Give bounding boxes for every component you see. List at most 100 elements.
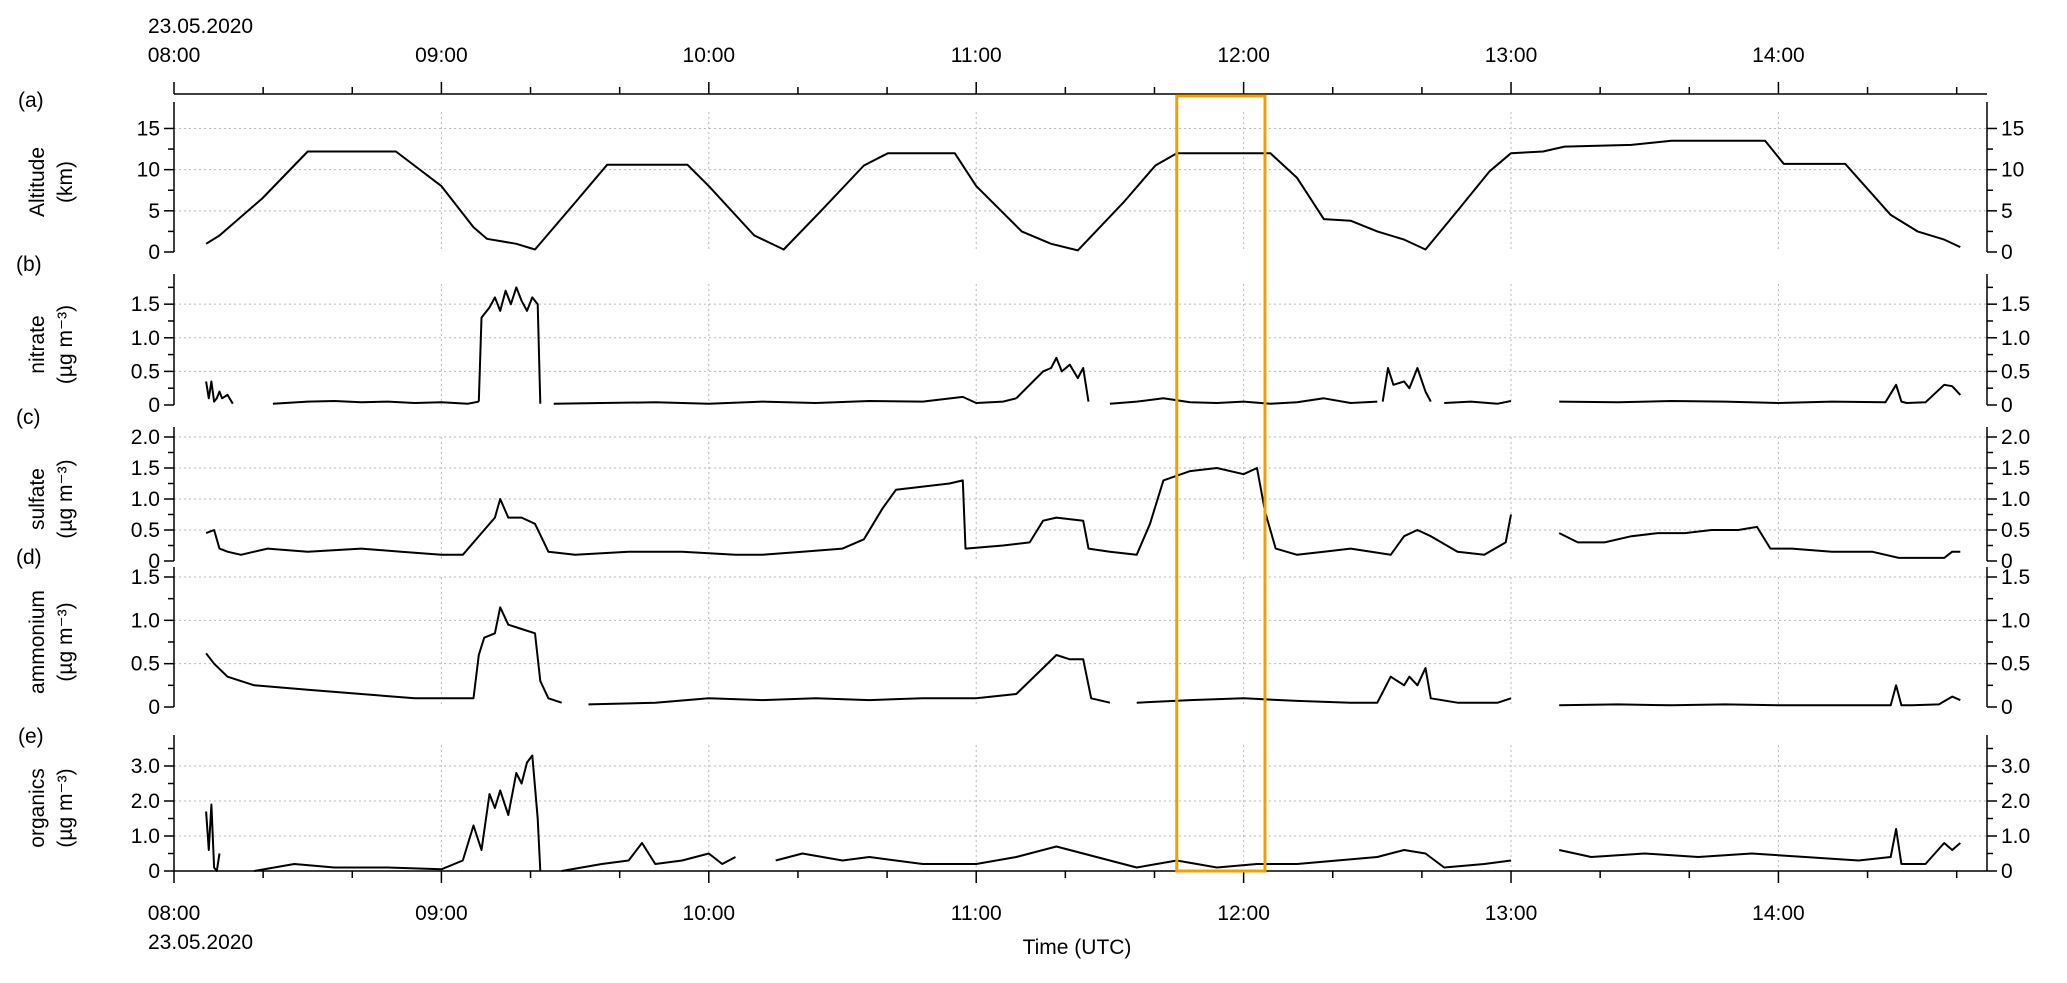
- series-line-nitrate: [272, 400, 479, 405]
- bottom-x-tick-label: 09:00: [415, 902, 468, 925]
- y-axis-title: sulfate: [26, 468, 49, 530]
- right-y-tick-label: 1.5: [2001, 566, 2030, 589]
- bottom-date-label: 23.05.2020: [148, 931, 253, 954]
- left-y-tick-label: 15: [137, 117, 160, 140]
- top-x-tick-label: 13:00: [1485, 44, 1538, 67]
- y-axis-title: Altitude: [26, 147, 49, 217]
- top-x-tick-label: 09:00: [415, 44, 468, 67]
- right-y-tick-label: 1.5: [2001, 457, 2030, 480]
- series-line-sulfate: [205, 467, 1512, 556]
- series-line-Altitude: [205, 139, 1961, 252]
- highlight-layer: [1175, 94, 1267, 873]
- series-line-sulfate: [1558, 525, 1961, 559]
- series-line-organics: [561, 842, 736, 872]
- bottom-x-tick-label: 10:00: [683, 902, 736, 925]
- top-date-label: 23.05.2020: [148, 15, 253, 38]
- bottom-x-tick-label: 08:00: [148, 902, 201, 925]
- left-y-tick-label: 1.5: [131, 457, 160, 480]
- top-x-tick-label: 11:00: [951, 44, 1002, 67]
- right-y-tick-label: 0.5: [2001, 653, 2030, 676]
- highlight-box: [1175, 94, 1267, 873]
- bottom-x-tick-label: 11:00: [951, 902, 1002, 925]
- series-line-nitrate: [1444, 400, 1512, 405]
- series-line-nitrate: [553, 395, 1017, 405]
- series-line-nitrate: [1015, 356, 1090, 402]
- x-axis-title: Time (UTC): [1023, 936, 1132, 959]
- left-y-tick-label: 0: [148, 241, 160, 264]
- left-y-tick-label: 0: [148, 550, 160, 573]
- left-y-tick-label: 2.0: [131, 790, 160, 813]
- right-y-tick-label: 10: [2001, 159, 2024, 182]
- axes-layer: [164, 82, 1997, 883]
- y-axis-unit: (µg m⁻³): [54, 459, 77, 538]
- series-line-organics: [205, 803, 221, 872]
- series-line-ammonium: [1559, 684, 1961, 707]
- series-line-organics: [1558, 828, 1961, 865]
- left-y-tick-label: 0: [148, 860, 160, 883]
- left-y-tick-label: 0.5: [131, 360, 160, 383]
- series-line-organics: [775, 845, 1512, 869]
- left-y-tick-label: 3.0: [131, 755, 160, 778]
- left-y-tick-label: 5: [148, 200, 160, 223]
- right-y-tick-label: 0: [2001, 696, 2013, 719]
- series-line-nitrate: [1109, 397, 1378, 405]
- bottom-x-tick-label: 14:00: [1752, 902, 1805, 925]
- right-y-tick-label: 2.0: [2001, 790, 2030, 813]
- right-y-tick-label: 1.0: [2001, 609, 2030, 632]
- right-y-tick-label: 0: [2001, 241, 2013, 264]
- left-y-tick-label: 1.0: [131, 488, 160, 511]
- panel-label: (d): [16, 546, 42, 569]
- left-y-tick-label: 1.5: [131, 293, 160, 316]
- left-y-tick-label: 2.0: [131, 426, 160, 449]
- right-y-tick-label: 0: [2001, 394, 2013, 417]
- y-axis-unit: (µg m⁻³): [54, 768, 77, 847]
- series-layer: [205, 139, 1962, 872]
- series-line-nitrate: [1381, 367, 1432, 403]
- right-y-tick-label: 0.5: [2001, 360, 2030, 383]
- right-y-tick-label: 15: [2001, 117, 2024, 140]
- right-y-tick-label: 1.0: [2001, 488, 2030, 511]
- left-y-tick-label: 0.5: [131, 519, 160, 542]
- right-y-tick-label: 5: [2001, 200, 2013, 223]
- panel-label: (b): [16, 253, 42, 276]
- left-y-tick-label: 0: [148, 696, 160, 719]
- left-y-tick-label: 10: [137, 159, 160, 182]
- y-axis-title: ammonium: [26, 590, 49, 694]
- left-y-tick-label: 1.0: [131, 327, 160, 350]
- top-x-tick-label: 12:00: [1217, 44, 1270, 67]
- series-line-ammonium: [588, 654, 1111, 706]
- panel-label: (c): [16, 406, 41, 429]
- left-y-tick-label: 1.0: [131, 825, 160, 848]
- panel-label: (a): [18, 89, 44, 112]
- series-line-ammonium: [1136, 667, 1512, 704]
- left-y-tick-label: 0.5: [131, 653, 160, 676]
- panel-label: (e): [18, 725, 44, 748]
- series-line-nitrate: [477, 286, 542, 404]
- left-y-tick-label: 0: [148, 394, 160, 417]
- y-axis-title: nitrate: [26, 315, 49, 373]
- series-line-nitrate: [1559, 383, 1962, 404]
- right-y-tick-label: 1.0: [2001, 327, 2030, 350]
- left-y-tick-label: 1.5: [131, 566, 160, 589]
- bottom-x-tick-label: 13:00: [1485, 902, 1538, 925]
- right-y-tick-label: 1.5: [2001, 293, 2030, 316]
- right-y-tick-label: 3.0: [2001, 755, 2030, 778]
- series-line-nitrate: [205, 380, 234, 405]
- y-axis-unit: (µg m⁻³): [54, 602, 77, 681]
- y-axis-unit: (km): [54, 161, 77, 203]
- top-x-tick-label: 10:00: [683, 44, 736, 67]
- y-axis-unit: (µg m⁻³): [54, 305, 77, 384]
- top-x-tick-label: 14:00: [1752, 44, 1805, 67]
- right-y-tick-label: 0.5: [2001, 519, 2030, 542]
- right-y-tick-label: 0: [2001, 860, 2013, 883]
- series-line-organics: [254, 754, 542, 872]
- right-y-tick-label: 2.0: [2001, 426, 2030, 449]
- text-layer: 23.05.2020 23.05.2020 Time (UTC) 08:00 09…: [16, 15, 2030, 959]
- top-x-tick-label: 08:00: [148, 44, 201, 67]
- grid-layer: [173, 112, 1987, 871]
- bottom-x-tick-label: 12:00: [1217, 902, 1270, 925]
- y-axis-title: organics: [26, 768, 49, 847]
- left-y-tick-label: 1.0: [131, 609, 160, 632]
